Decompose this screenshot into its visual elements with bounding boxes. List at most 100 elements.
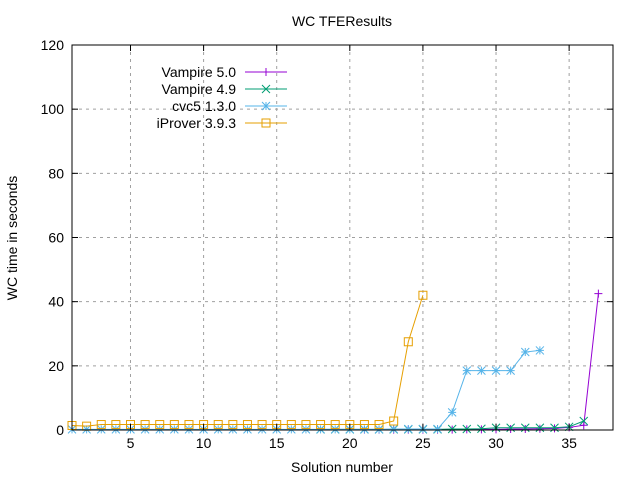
y-tick-label: 100 <box>41 101 65 117</box>
legend-label: cvc5 1.3.0 <box>172 98 236 114</box>
square-marker <box>286 420 296 430</box>
data-point <box>389 424 399 434</box>
y-tick-label: 0 <box>56 422 64 438</box>
data-point <box>579 416 589 426</box>
data-point <box>286 425 296 434</box>
data-point <box>316 425 325 434</box>
star-marker <box>330 425 340 434</box>
y-tick-label: 120 <box>41 37 65 53</box>
square-marker <box>374 420 384 430</box>
data-point <box>140 420 150 430</box>
square-marker <box>155 420 165 430</box>
data-point <box>330 425 340 434</box>
chart-title: WC TFEResults <box>292 13 392 29</box>
data-point <box>140 425 150 434</box>
star-marker <box>213 425 223 434</box>
star-marker <box>491 366 501 375</box>
series-line <box>72 349 540 430</box>
data-point <box>155 425 165 434</box>
cross-marker <box>462 424 472 434</box>
cross-marker <box>477 424 486 434</box>
data-point <box>359 420 369 430</box>
data-point <box>257 420 267 430</box>
data-point <box>491 366 501 375</box>
series-vampire-5-0 <box>360 289 603 434</box>
star-marker <box>140 425 150 434</box>
data-point <box>316 420 326 430</box>
data-point <box>418 290 428 300</box>
square-marker <box>418 290 428 300</box>
square-marker <box>257 420 267 430</box>
cross-marker <box>261 84 271 94</box>
x-tick-label: 25 <box>415 435 431 451</box>
star-marker <box>96 425 106 434</box>
data-point <box>477 424 486 434</box>
plus-marker <box>579 421 588 430</box>
star-marker <box>243 425 252 434</box>
y-tick-label: 80 <box>48 165 64 181</box>
data-point <box>242 420 252 430</box>
square-marker <box>316 420 326 430</box>
star-marker <box>360 425 369 434</box>
square-marker <box>213 420 223 430</box>
data-point <box>403 337 413 347</box>
cross-marker <box>447 424 457 434</box>
data-point <box>433 424 442 434</box>
series-line <box>71 295 424 427</box>
data-point <box>301 425 311 434</box>
x-tick-label: 20 <box>342 435 358 451</box>
data-point <box>330 420 340 430</box>
data-point <box>520 347 530 357</box>
star-marker <box>184 425 194 434</box>
grid <box>72 45 613 430</box>
square-marker <box>330 420 340 430</box>
data-point <box>506 425 515 434</box>
data-point <box>96 420 106 430</box>
data-point <box>506 366 516 375</box>
star-marker <box>155 425 165 434</box>
plot-border <box>71 44 614 431</box>
star-marker <box>433 424 442 434</box>
star-marker <box>447 408 457 417</box>
data-point <box>96 425 106 434</box>
star-marker <box>316 425 325 434</box>
legend-label: Vampire 4.9 <box>162 81 237 97</box>
data-point <box>535 424 544 433</box>
star-marker <box>506 366 516 375</box>
data-point <box>462 424 472 434</box>
star-marker <box>301 425 311 434</box>
star-marker <box>389 424 399 434</box>
data-point <box>169 425 179 434</box>
star-marker <box>462 366 472 375</box>
series-layer <box>67 289 603 434</box>
data-point <box>477 366 486 375</box>
data-point <box>262 68 270 76</box>
data-point <box>594 289 603 298</box>
data-point <box>286 420 296 430</box>
x-tick-label: 10 <box>196 435 212 451</box>
square-marker <box>96 420 106 430</box>
ticks: 5 10 15 20 25 30 35 0 20 40 60 80 100 120 <box>41 37 613 451</box>
data-point <box>228 420 238 430</box>
data-point <box>389 416 399 426</box>
data-point <box>447 408 457 417</box>
data-point <box>535 346 545 355</box>
square-marker <box>261 118 271 128</box>
x-axis-label: Solution number <box>291 459 393 475</box>
data-point <box>447 424 457 434</box>
data-point <box>184 420 194 430</box>
data-point <box>261 118 271 128</box>
star-marker <box>477 366 486 375</box>
star-marker <box>261 101 271 111</box>
series-line <box>364 293 599 431</box>
y-tick-label: 40 <box>48 294 64 310</box>
square-marker <box>389 416 399 426</box>
data-point <box>579 421 588 430</box>
x-tick-label: 5 <box>127 435 135 451</box>
square-marker <box>169 420 179 430</box>
data-point <box>261 84 271 94</box>
data-point <box>403 424 413 434</box>
x-tick-label: 35 <box>561 435 577 451</box>
square-marker <box>184 420 194 430</box>
